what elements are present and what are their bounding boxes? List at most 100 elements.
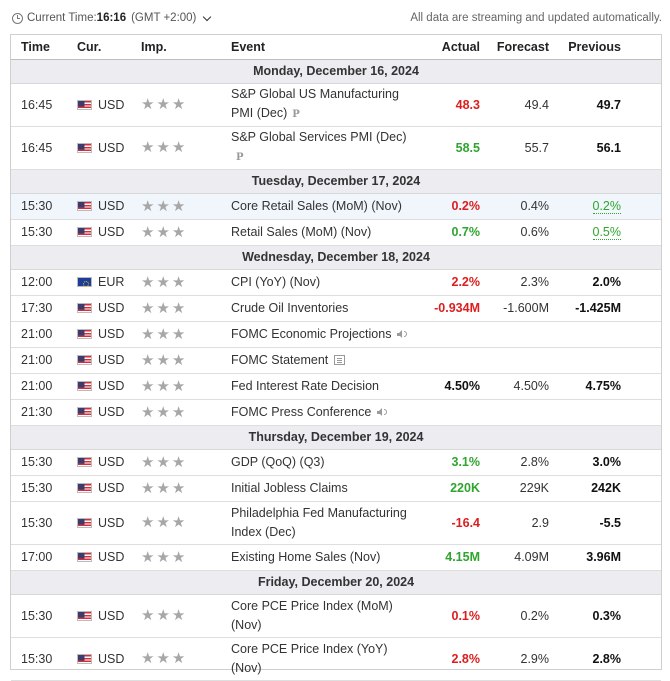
- previous-value[interactable]: 0.5%: [592, 225, 621, 240]
- event-cell[interactable]: CPI (YoY) (Nov): [231, 269, 419, 296]
- actual-value: 0.1%: [451, 608, 481, 623]
- event-cell[interactable]: S&P Global US Manufacturing PMI (Dec) P: [231, 83, 419, 127]
- event-name[interactable]: Crude Oil Inventories: [231, 300, 349, 315]
- event-name[interactable]: Core PCE Price Index (MoM) (Nov): [231, 598, 393, 632]
- event-time: 17:30: [11, 295, 77, 322]
- star-icon: ★: [171, 96, 186, 113]
- event-name[interactable]: Philadelphia Fed Manufacturing Index (De…: [231, 505, 407, 539]
- importance-stars: ★ ★ ★: [141, 275, 231, 290]
- star-icon: ★: [171, 273, 186, 291]
- event-row[interactable]: 17:30 USD ★ ★ ★ Crude Oil Inventories -0.934M -…: [11, 295, 661, 322]
- event-cell[interactable]: FOMC Economic Projections: [231, 321, 419, 348]
- column-header-previous: Previous: [551, 35, 661, 60]
- actual-value: 4.50%: [444, 379, 480, 393]
- event-row[interactable]: 15:30 USD ★ ★ ★ Retail Sales (MoM) (Nov) 0.7% 0…: [11, 219, 661, 246]
- event-name[interactable]: FOMC Press Conference: [231, 404, 372, 419]
- event-name[interactable]: Existing Home Sales (Nov): [231, 549, 381, 564]
- event-cell[interactable]: Existing Home Sales (Nov): [231, 544, 419, 571]
- event-row[interactable]: 15:30 USD ★ ★ ★ Core PCE Price Index (YoY) (N…: [11, 637, 661, 681]
- event-cell[interactable]: S&P Global Services PMI (Dec) P: [231, 126, 419, 170]
- currency-wrap: USD: [77, 141, 141, 155]
- previous-value: 2.8%: [592, 651, 622, 666]
- event-name[interactable]: FOMC Economic Projections: [231, 326, 392, 341]
- previous-value: 56.1: [596, 140, 621, 155]
- event-cell[interactable]: FOMC Statement: [231, 347, 419, 374]
- event-cell[interactable]: FOMC Press Conference: [231, 399, 419, 426]
- star-icon: ★: [156, 479, 170, 497]
- currency-code: USD: [98, 515, 125, 530]
- clock-icon: [12, 12, 23, 24]
- event-name[interactable]: FOMC Statement: [231, 352, 329, 367]
- actual-value: 220K: [450, 481, 480, 495]
- star-icon: ★: [171, 325, 186, 343]
- event-cell[interactable]: Retail Sales (MoM) (Nov): [231, 219, 419, 246]
- event-row[interactable]: 21:00 USD ★ ★ ★ FOMC Economic Projections: [11, 321, 661, 348]
- actual-cell: 2.2%: [419, 269, 482, 296]
- timezone-selector[interactable]: Current Time: 16:16 (GMT +2:00): [12, 12, 212, 24]
- importance-stars: ★ ★ ★: [141, 455, 231, 470]
- document-icon: [334, 354, 346, 365]
- currency-cell: USD: [77, 637, 141, 681]
- chevron-down-icon[interactable]: [203, 12, 212, 21]
- event-name[interactable]: CPI (YoY) (Nov): [231, 274, 321, 289]
- event-row[interactable]: 15:30 USD ★ ★ ★ Core PCE Price Index (MoM) (N…: [11, 594, 661, 638]
- event-cell[interactable]: Core Retail Sales (MoM) (Nov): [231, 193, 419, 220]
- star-icon: ★: [141, 273, 155, 291]
- event-name[interactable]: Core PCE Price Index (YoY) (Nov): [231, 641, 388, 675]
- event-row[interactable]: 21:30 USD ★ ★ ★ FOMC Press Conference: [11, 399, 661, 426]
- event-row[interactable]: 15:30 USD ★ ★ ★ Philadelphia Fed Manufacturin…: [11, 501, 661, 545]
- event-row[interactable]: 17:00 USD ★ ★ ★ Existing Home Sales (Nov) 4.15…: [11, 544, 661, 571]
- calendar-body: Monday, December 16, 2024 16:45 USD ★ ★ ★ S&P …: [11, 59, 661, 681]
- event-row[interactable]: 15:30 USD ★ ★ ★ Initial Jobless Claims 220K 229…: [11, 475, 661, 502]
- event-row[interactable]: 12:00 EUR ★ ★ ★ CPI (YoY) (Nov) 2.2% 2.3% 2.0%: [11, 269, 661, 296]
- event-time: 15:30: [11, 219, 77, 246]
- event-cell[interactable]: GDP (QoQ) (Q3): [231, 449, 419, 476]
- event-row[interactable]: 21:00 USD ★ ★ ★ Fed Interest Rate Decision 4.5…: [11, 373, 661, 400]
- previous-cell: 49.7: [551, 83, 661, 127]
- forecast-value: 2.9%: [482, 637, 551, 681]
- event-row[interactable]: 15:30 USD ★ ★ ★ Core Retail Sales (MoM) (Nov)…: [11, 193, 661, 220]
- event-cell[interactable]: Core PCE Price Index (MoM) (Nov): [231, 594, 419, 638]
- star-icon: ★: [156, 223, 170, 241]
- event-name[interactable]: Core Retail Sales (MoM) (Nov): [231, 198, 402, 213]
- event-cell[interactable]: Fed Interest Rate Decision: [231, 373, 419, 400]
- currency-cell: USD: [77, 295, 141, 322]
- speaker-wave: [383, 409, 387, 415]
- us-flag-icon: [77, 303, 92, 313]
- event-name[interactable]: GDP (QoQ) (Q3): [231, 454, 325, 469]
- previous-value[interactable]: 0.2%: [592, 199, 621, 214]
- currency-code: USD: [98, 140, 125, 155]
- us-flag-icon: [77, 407, 92, 417]
- importance-cell: ★ ★ ★: [141, 347, 231, 374]
- event-name[interactable]: Initial Jobless Claims: [231, 480, 348, 495]
- event-cell[interactable]: Crude Oil Inventories: [231, 295, 419, 322]
- currency-wrap: USD: [77, 405, 141, 419]
- currency-cell: USD: [77, 321, 141, 348]
- event-name[interactable]: Retail Sales (MoM) (Nov): [231, 224, 372, 239]
- event-row[interactable]: 21:00 USD ★ ★ ★ FOMC Statement: [11, 347, 661, 374]
- event-row[interactable]: 15:30 USD ★ ★ ★ GDP (QoQ) (Q3) 3.1% 2.8% 3.0%: [11, 449, 661, 476]
- event-cell[interactable]: Philadelphia Fed Manufacturing Index (De…: [231, 501, 419, 545]
- importance-stars: ★ ★ ★: [141, 97, 231, 112]
- currency-code: USD: [98, 651, 125, 666]
- day-header-row: Thursday, December 19, 2024: [11, 425, 661, 450]
- event-cell[interactable]: Core PCE Price Index (YoY) (Nov): [231, 637, 419, 681]
- event-row[interactable]: 16:45 USD ★ ★ ★ S&P Global Services PMI (Dec)…: [11, 126, 661, 170]
- event-name[interactable]: S&P Global Services PMI (Dec): [231, 130, 407, 144]
- event-cell[interactable]: Initial Jobless Claims: [231, 475, 419, 502]
- event-row[interactable]: 16:45 USD ★ ★ ★ S&P Global US Manufacturing P…: [11, 83, 661, 127]
- forecast-value: 229K: [482, 475, 551, 502]
- importance-stars: ★ ★ ★: [141, 550, 231, 565]
- day-header-row: Wednesday, December 18, 2024: [11, 245, 661, 270]
- current-time-label: Current Time:: [27, 12, 97, 24]
- event-name[interactable]: S&P Global US Manufacturing PMI (Dec): [231, 87, 399, 120]
- currency-cell: USD: [77, 347, 141, 374]
- us-flag-icon: [77, 201, 92, 211]
- event-time: 21:30: [11, 399, 77, 426]
- currency-wrap: USD: [77, 301, 141, 315]
- event-name[interactable]: Fed Interest Rate Decision: [231, 378, 379, 393]
- currency-cell: USD: [77, 373, 141, 400]
- currency-code: USD: [98, 379, 125, 393]
- us-flag-icon: [77, 99, 92, 110]
- previous-value: 3.96M: [586, 550, 621, 564]
